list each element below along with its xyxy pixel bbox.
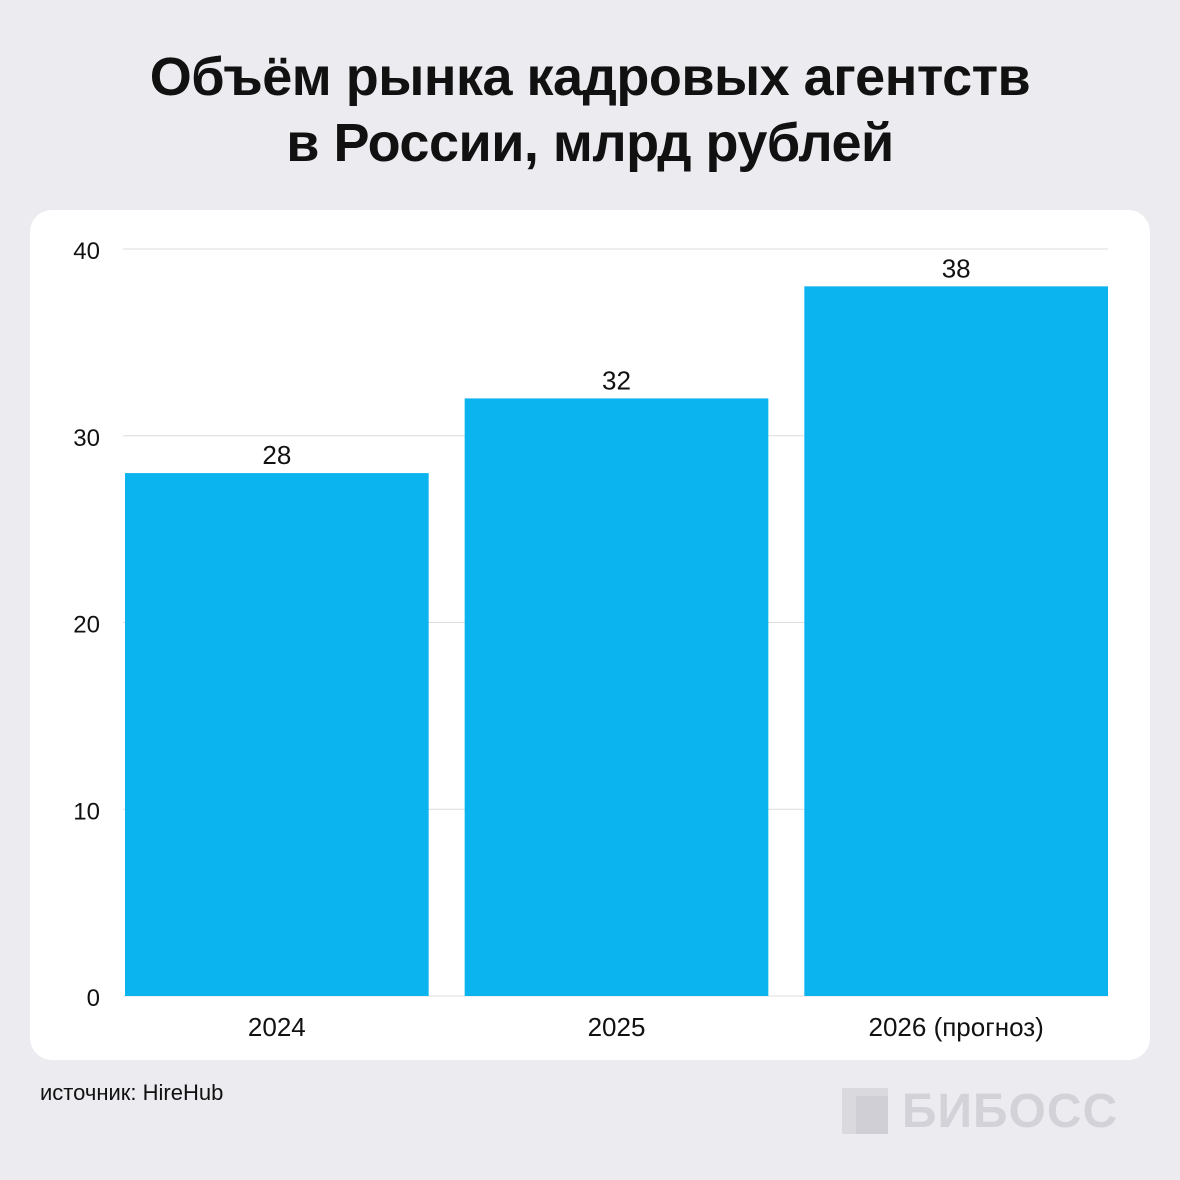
data-label: 28 bbox=[262, 440, 291, 470]
source-note: источник: HireHub bbox=[40, 1080, 224, 1105]
chart-title-line-1: Объём рынка кадровых агентств bbox=[149, 47, 1031, 107]
bar bbox=[804, 286, 1108, 997]
brand-mark-icon bbox=[842, 1088, 888, 1134]
chart-title: Объём рынка кадровых агентств в России, … bbox=[0, 44, 1180, 176]
bar-chart: 0 10 20 30 40 28 2024 32 2025 38 2026 (прогноз) bbox=[73, 238, 1108, 1042]
brand-logo: БИБОСС bbox=[842, 1085, 1118, 1138]
chart-title-line-2: в России, млрд рублей bbox=[286, 113, 894, 173]
bar bbox=[464, 398, 769, 996]
y-tick-label: 20 bbox=[73, 612, 100, 639]
x-tick-label: 2026 (прогноз) bbox=[869, 1012, 1044, 1042]
brand-name: БИБОСС bbox=[902, 1084, 1119, 1138]
x-tick-label: 2024 bbox=[248, 1012, 306, 1042]
data-label: 32 bbox=[602, 365, 631, 395]
x-tick-label: 2025 bbox=[588, 1012, 646, 1042]
y-tick-label: 0 bbox=[87, 985, 100, 1012]
bar bbox=[125, 473, 429, 997]
y-tick-label: 40 bbox=[73, 238, 100, 265]
chart-card: 0 10 20 30 40 28 2024 32 2025 38 2026 (прогноз) bbox=[30, 210, 1150, 1060]
y-tick-label: 10 bbox=[73, 798, 100, 825]
y-tick-label: 30 bbox=[73, 425, 100, 452]
data-label: 38 bbox=[942, 253, 971, 283]
